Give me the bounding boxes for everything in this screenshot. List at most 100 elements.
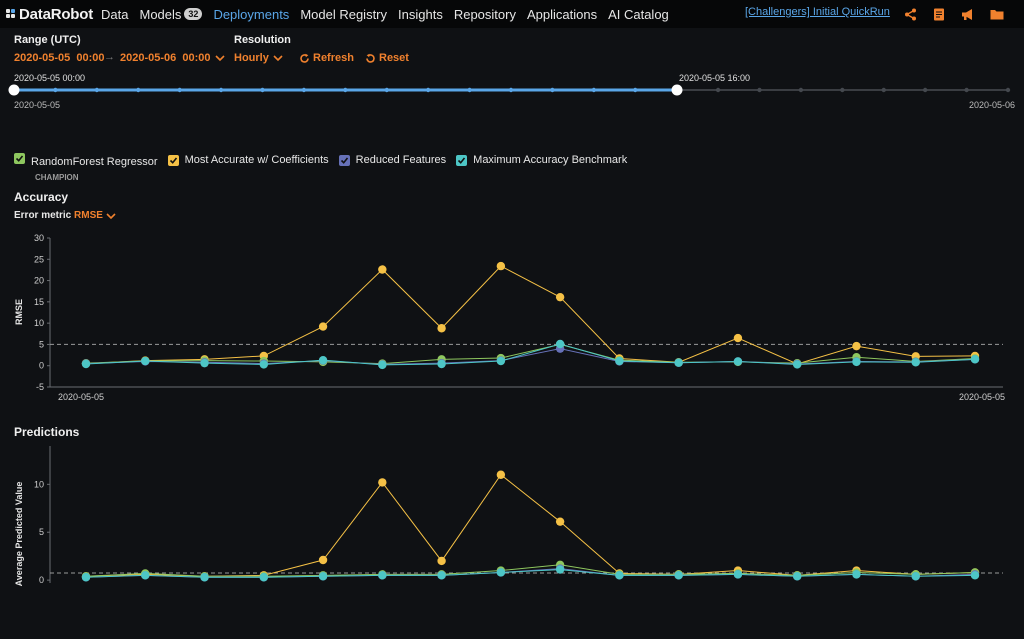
checkbox-checked-icon[interactable]	[338, 155, 350, 166]
data-point	[852, 357, 861, 367]
predictions-title: Predictions	[14, 425, 80, 439]
resolution-select[interactable]: Hourly	[234, 52, 283, 64]
data-point	[674, 358, 683, 367]
data-point	[911, 358, 920, 367]
data-point	[852, 570, 861, 579]
model-legend: RandomForest Regressor CHAMPION Most Accu…	[14, 152, 637, 182]
nav-item-ai-catalog[interactable]: AI Catalog	[608, 6, 669, 22]
nav-item-insights[interactable]: Insights	[398, 6, 443, 22]
nav-item-deployments[interactable]: Deployments	[213, 6, 290, 22]
data-point	[911, 572, 920, 581]
chevron-down-icon	[273, 55, 283, 62]
project-link[interactable]: [Challengers] Initial QuickRun	[745, 6, 890, 18]
nav-item-data[interactable]: Data	[101, 6, 129, 22]
checkbox-checked-icon[interactable]	[167, 155, 179, 166]
data-point	[200, 573, 209, 582]
nav-item-applications[interactable]: Applications	[526, 6, 598, 22]
slider-tick	[633, 87, 638, 93]
y-tick-label: 0	[39, 361, 44, 371]
legend-item-most-accurate[interactable]: Most Accurate w/ Coefficients	[167, 154, 329, 182]
y-tick-label: 10	[34, 479, 44, 489]
slider-tick	[840, 87, 845, 93]
nav-item-models[interactable]: Models 32	[140, 7, 203, 22]
data-point	[970, 355, 980, 364]
time-range-slider[interactable]	[0, 80, 1024, 100]
y-tick-label: 0	[39, 575, 44, 585]
data-point	[496, 470, 506, 479]
range-label: Range (UTC)	[14, 34, 81, 46]
series-line	[85, 569, 976, 578]
data-point	[437, 324, 446, 333]
datarobot-logo[interactable]: DataRobot	[6, 6, 93, 23]
checkbox-checked-icon[interactable]	[456, 155, 468, 166]
megaphone-icon[interactable]	[959, 5, 977, 23]
error-metric-selector[interactable]: Error metric RMSE	[14, 210, 116, 221]
y-tick-label: 20	[34, 276, 44, 286]
slider-tick	[467, 87, 472, 93]
data-point	[200, 358, 209, 368]
data-point	[141, 571, 150, 580]
refresh-icon	[300, 53, 309, 63]
data-point	[318, 322, 328, 331]
slider-tick	[384, 87, 389, 93]
range-end-picker[interactable]: 2020-05-06 00:00	[120, 52, 225, 64]
slider-tick	[591, 87, 597, 93]
nav-item-model-registry[interactable]: Model Registry	[300, 6, 388, 22]
reset-icon	[366, 53, 375, 63]
data-point	[81, 573, 91, 582]
share-icon[interactable]	[901, 5, 919, 23]
refresh-button[interactable]: Refresh	[299, 52, 354, 64]
slider-tick	[757, 87, 762, 93]
chevron-down-icon	[214, 55, 225, 62]
predictions-chart: 0 5 10 Average Predicted Value	[14, 446, 1003, 586]
slider-tick	[715, 87, 721, 93]
champion-badge: CHAMPION	[35, 173, 79, 182]
reset-button[interactable]: Reset	[365, 52, 409, 64]
legend-item-max-accuracy-benchmark[interactable]: Maximum Accuracy Benchmark	[456, 154, 627, 182]
y-tick-label: 25	[34, 254, 44, 264]
y-tick-label: -5	[36, 382, 44, 392]
data-point	[81, 359, 91, 369]
arrow-right-icon: →	[104, 51, 115, 63]
data-point	[437, 556, 446, 566]
data-point	[615, 571, 624, 580]
slider-left-axis-label: 2020-05-05	[14, 100, 61, 110]
slider-tick	[218, 87, 224, 93]
slider-start-handle[interactable]	[8, 84, 20, 96]
chevron-down-icon	[106, 212, 116, 219]
data-point	[555, 565, 565, 574]
series-line	[85, 343, 976, 366]
slider-tick	[260, 87, 265, 93]
nav-item-repository[interactable]: Repository	[453, 6, 516, 22]
slider-handle-label: 2020-05-05 16:00	[679, 73, 751, 83]
slider-tick	[508, 87, 514, 93]
folder-icon[interactable]	[988, 5, 1006, 23]
y-axis-label: RMSE	[14, 299, 24, 325]
document-icon[interactable]	[930, 5, 948, 23]
models-count-badge: 32	[184, 8, 203, 20]
data-point	[793, 572, 802, 581]
legend-item-reduced-features[interactable]: Reduced Features	[338, 154, 446, 182]
data-point	[733, 570, 743, 579]
slider-tick	[301, 87, 307, 93]
legend-item-randomforest[interactable]: RandomForest Regressor CHAMPION	[14, 152, 158, 182]
accuracy-chart: -5 0 5 10 15 20 25 30 RMSE 2020-05-05 2020-05-05	[14, 233, 1005, 402]
slider-right-axis-label: 2020-05-06	[969, 100, 1016, 110]
y-tick-label: 10	[34, 318, 44, 328]
slider-end-handle[interactable]	[671, 84, 683, 96]
data-point	[793, 360, 802, 369]
y-tick-label: 5	[39, 339, 44, 349]
logo-text: DataRobot	[19, 5, 94, 23]
slider-tick	[53, 87, 58, 93]
data-point	[259, 573, 268, 582]
x-tick-label: 2020-05-05	[58, 392, 104, 402]
data-point	[437, 571, 446, 580]
data-point	[378, 360, 387, 370]
slider-start-label: 2020-05-05 00:00	[14, 73, 86, 83]
series-line	[85, 343, 976, 365]
checkbox-checked-icon[interactable]	[14, 153, 25, 164]
range-start-picker[interactable]: 2020-05-05 00:00	[14, 52, 105, 64]
data-point	[259, 360, 268, 369]
data-point	[496, 261, 506, 271]
data-point	[318, 555, 328, 565]
